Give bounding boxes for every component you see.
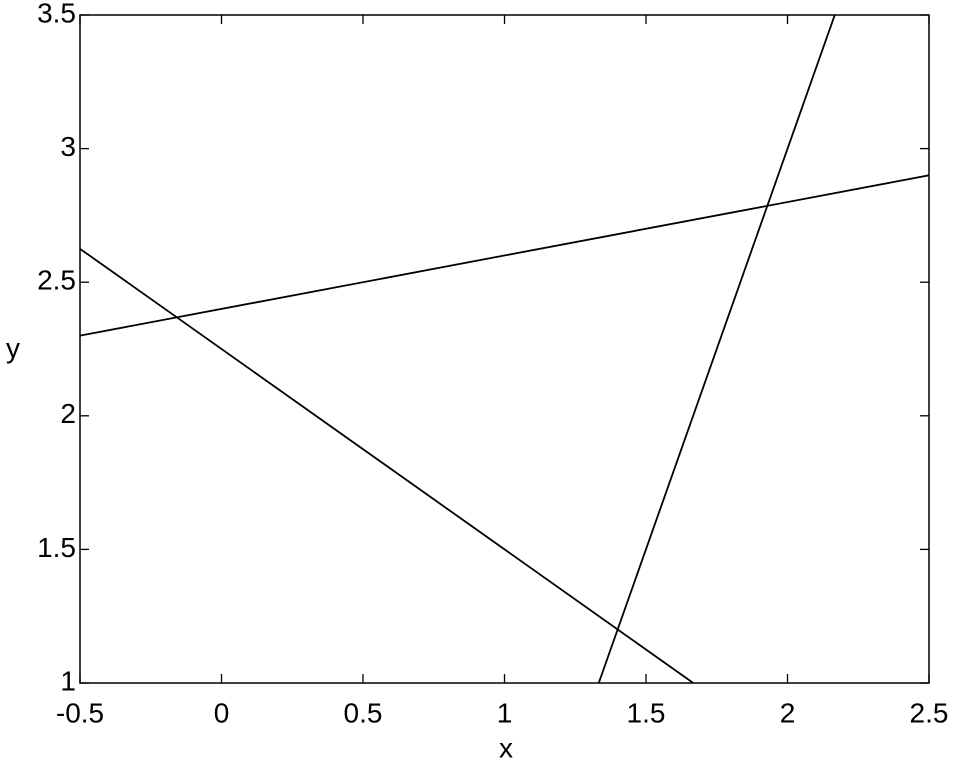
line <box>80 174 929 337</box>
line <box>597 15 836 683</box>
y-tick-label: 3.5 <box>37 0 76 28</box>
y-tick-label: 1.5 <box>37 532 76 563</box>
x-axis-label: x <box>499 732 513 763</box>
y-tick-label: 3 <box>60 131 76 162</box>
line <box>80 248 694 683</box>
plot-frame <box>79 14 930 684</box>
y-tick-label: 1 <box>60 665 76 696</box>
x-tick-label: 2.5 <box>910 697 949 728</box>
x-tick-label: 1.5 <box>627 697 666 728</box>
x-tick-label: 1 <box>497 697 513 728</box>
x-tick-label: 0.5 <box>344 697 383 728</box>
x-tick-label: 0 <box>214 697 230 728</box>
plot-lines <box>80 15 929 683</box>
y-tick-label: 2 <box>60 398 76 429</box>
y-tick-label: 2.5 <box>37 265 76 296</box>
y-axis-label: y <box>6 332 20 363</box>
x-tick-label: -0.5 <box>56 697 104 728</box>
x-tick-label: 2 <box>780 697 796 728</box>
